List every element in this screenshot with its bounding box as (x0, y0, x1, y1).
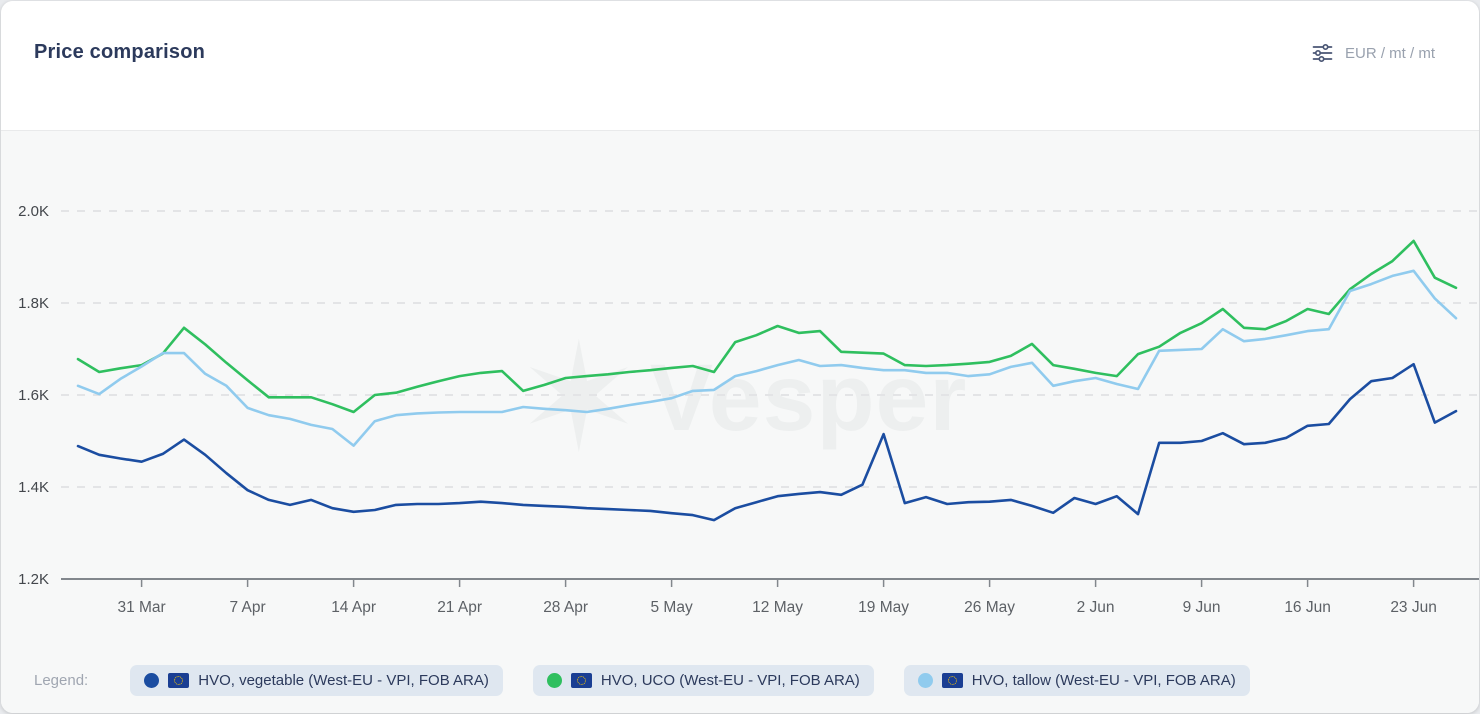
x-axis-label: 19 May (858, 599, 909, 616)
y-axis-label: 2.0K (18, 203, 49, 220)
legend-item-hvo-vegetable[interactable]: HVO, vegetable (West-EU - VPI, FOB ARA) (130, 665, 503, 696)
x-axis-label: 5 May (650, 599, 692, 616)
series-line-hvo-vegetable (76, 362, 1458, 522)
x-axis-label: 23 Jun (1390, 599, 1437, 616)
x-axis-label: 9 Jun (1183, 599, 1221, 616)
chart-legend: Legend: HVO, vegetable (West-EU - VPI, F… (1, 646, 1479, 713)
y-axis-label: 1.6K (18, 387, 49, 404)
series-color-dot (917, 673, 933, 688)
x-axis-label: 2 Jun (1077, 599, 1115, 616)
eu-flag-icon (168, 673, 190, 688)
x-axis-label: 14 Apr (331, 599, 376, 616)
y-axis-label: 1.4K (18, 479, 49, 496)
series-color-dot (546, 673, 562, 688)
unit-selector-label: EUR / mt / mt (1345, 44, 1435, 62)
eu-flag-icon (941, 673, 963, 688)
legend-item-hvo-uco[interactable]: HVO, UCO (West-EU - VPI, FOB ARA) (532, 665, 874, 696)
legend-item-hvo-tallow[interactable]: HVO, tallow (West-EU - VPI, FOB ARA) (903, 665, 1250, 696)
series-color-dot (144, 673, 160, 688)
legend-label: Legend: (34, 672, 89, 689)
x-axis-label: 28 Apr (543, 599, 588, 616)
x-axis-label: 12 May (752, 599, 803, 616)
unit-selector[interactable]: EUR / mt / mt (1312, 43, 1435, 63)
eu-flag-icon (570, 673, 592, 688)
series-line-hvo-uco (76, 239, 1458, 414)
x-axis-label: 16 Jun (1284, 599, 1331, 616)
legend-item-label: HVO, tallow (West-EU - VPI, FOB ARA) (971, 672, 1236, 689)
legend-item-label: HVO, UCO (West-EU - VPI, FOB ARA) (600, 672, 860, 689)
chart-section: ✶ Vesper 2.0K 1.8K 1.6K 1.4K 1.2K 31 Mar 7 Apr… (1, 131, 1479, 646)
y-axis-label: 1.8K (18, 295, 49, 312)
x-axis-label: 21 Apr (437, 599, 482, 616)
y-axis-label: 1.2K (18, 571, 49, 588)
price-chart-svg[interactable]: 2.0K 1.8K 1.6K 1.4K 1.2K 31 Mar 7 Apr 14 Apr 21 … (1, 131, 1479, 646)
x-axis-label: 26 May (964, 599, 1015, 616)
page-title: Price comparison (34, 41, 206, 63)
series-line-hvo-tallow (76, 269, 1458, 447)
legend-item-label: HVO, vegetable (West-EU - VPI, FOB ARA) (198, 672, 489, 689)
card-header: Price comparison EUR / mt / mt (1, 1, 1479, 131)
x-axis-label: 7 Apr (229, 599, 265, 616)
sliders-icon (1312, 43, 1333, 63)
x-axis-label: 31 Mar (117, 599, 165, 616)
